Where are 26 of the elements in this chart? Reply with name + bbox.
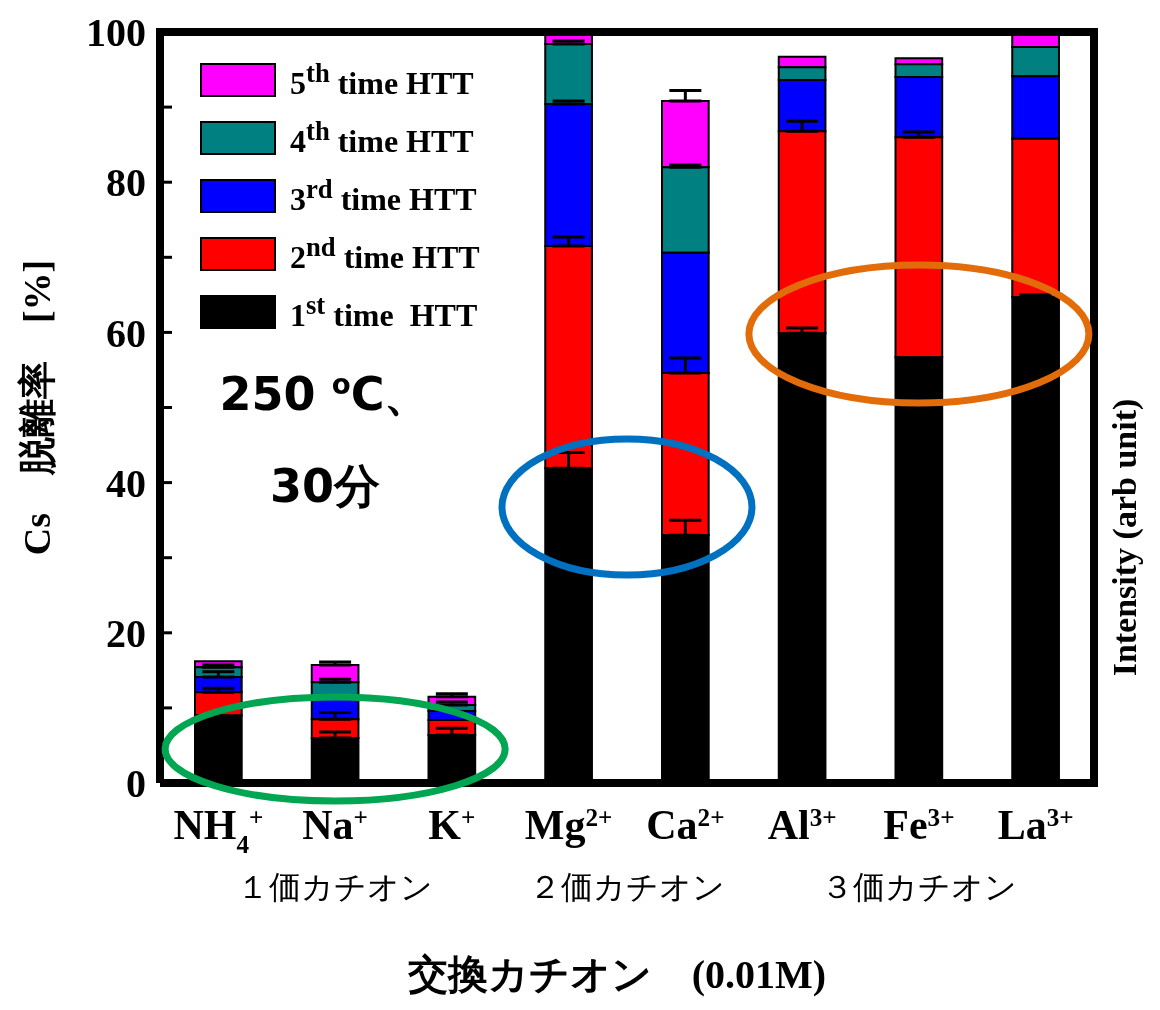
x-axis-title: 交換カチオン (0.01M) xyxy=(406,952,827,997)
x-tick-label: Mg$^{2+}$ xyxy=(524,802,613,848)
y-tick-label: 100 xyxy=(86,10,146,56)
x-tick-label: Al$^{3+}$ xyxy=(767,802,837,848)
x-tick-label: Ca$^{2+}$ xyxy=(646,802,725,848)
x-tick-label: Na$^{+}$ xyxy=(302,802,368,848)
legend-label: 1$^{st}$ time HTT xyxy=(290,290,478,334)
y-tick-label: 60 xyxy=(106,310,146,356)
text: ３価カチオン xyxy=(820,868,1017,906)
x-tick-label: K$^{+}$ xyxy=(428,802,476,848)
x-tick-label: Fe$^{3+}$ xyxy=(883,802,955,848)
x-tick-label: La$^{3+}$ xyxy=(997,802,1074,848)
y-tick-label: 0 xyxy=(126,761,146,807)
legend-label: 5$^{th}$ time HTT xyxy=(290,58,474,102)
y-tick-label: 40 xyxy=(106,460,146,506)
legend-label: 2$^{nd}$ time HTT xyxy=(290,232,480,276)
y2-axis-title: Intensity (arb unit) xyxy=(1106,398,1144,677)
legend-label: 4$^{th}$ time HTT xyxy=(290,116,474,160)
annotation: 250 $^{o}$C、 xyxy=(219,367,431,421)
text: ２価カチオン xyxy=(529,868,725,906)
y-tick-label: 20 xyxy=(106,611,146,656)
legend-label: 3$^{rd}$ time HTT xyxy=(290,174,477,218)
annotation: 30分 xyxy=(269,459,381,513)
y-tick-label: 80 xyxy=(106,160,146,206)
y-axis-title: Cs 脱離率 [%] xyxy=(16,259,58,556)
text: １価カチオン xyxy=(237,868,434,906)
